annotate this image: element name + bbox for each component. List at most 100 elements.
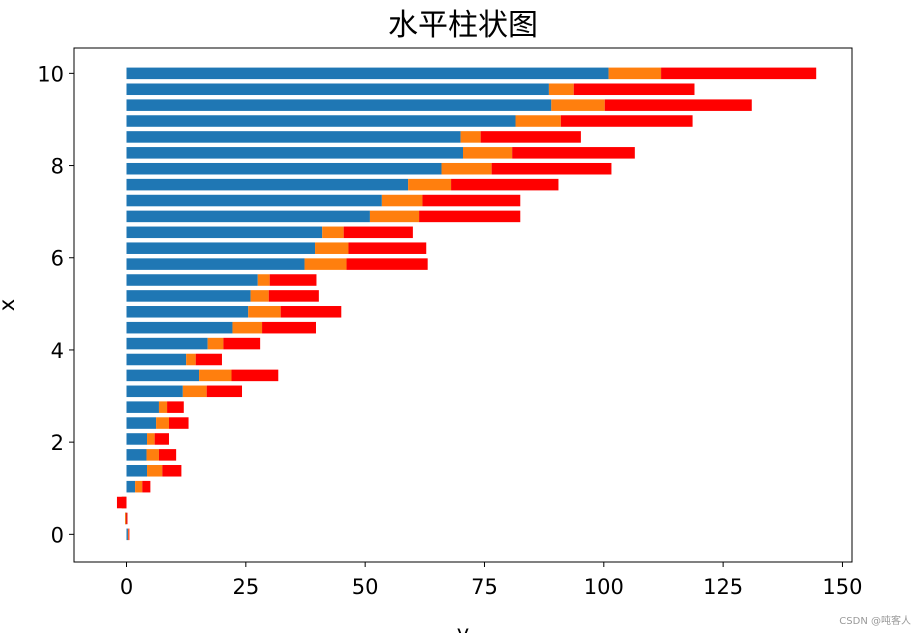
bar-segment-s0-6 — [126, 433, 148, 445]
bar-segment-s2-18 — [348, 242, 427, 254]
bar-segment-s1-25 — [460, 131, 481, 143]
bar-segment-s2-7 — [168, 417, 189, 429]
bar-segment-s1-23 — [441, 162, 492, 175]
bar-segment-s1-29 — [608, 67, 662, 80]
bar-segment-s2-19 — [343, 226, 413, 239]
bar-segment-s0-0 — [126, 528, 128, 541]
bar-segment-s0-22 — [126, 178, 409, 191]
x-tick-label: 150 — [822, 575, 862, 599]
bar-segment-s1-28 — [548, 83, 574, 96]
bar-segment-s2-15 — [268, 290, 319, 302]
bar-segment-s1-18 — [315, 242, 349, 254]
bar-segment-s1-1 — [125, 512, 127, 525]
bar-segment-s1-26 — [515, 115, 561, 127]
bar-segment-s0-13 — [126, 321, 233, 334]
bar-segment-s2-16 — [269, 274, 317, 286]
bar-segment-s0-24 — [126, 147, 464, 159]
bar-segment-s2-0 — [128, 528, 130, 541]
y-axis-label: x — [0, 299, 19, 311]
bar-segment-s2-26 — [560, 115, 693, 127]
bar-segment-s2-17 — [346, 258, 428, 270]
bar-segment-s1-6 — [147, 433, 155, 445]
bar-segment-s0-8 — [126, 401, 159, 413]
bar-segment-s0-10 — [126, 369, 200, 382]
bar-segment-s0-27 — [126, 99, 552, 111]
bar-segment-s2-5 — [158, 449, 177, 461]
bar-segment-s0-23 — [126, 162, 442, 175]
bar-segment-s2-8 — [167, 401, 184, 413]
bar-segment-s2-9 — [206, 385, 243, 398]
bar-segment-s0-5 — [126, 449, 147, 461]
bar-segment-s2-25 — [480, 131, 581, 143]
bar-segment-s1-21 — [381, 194, 423, 207]
bar-segment-s0-19 — [126, 226, 323, 239]
x-tick-label: 100 — [584, 575, 624, 599]
bar-segment-s2-2 — [116, 496, 127, 509]
y-tick-label: 6 — [51, 247, 64, 271]
bar-segment-s2-20 — [419, 210, 521, 223]
x-tick-label: 75 — [471, 575, 498, 599]
x-tick-label: 50 — [352, 575, 379, 599]
bar-segment-s0-25 — [126, 131, 461, 143]
bar-segment-s0-28 — [126, 83, 549, 96]
chart-title: 水平柱状图 — [388, 8, 538, 43]
x-axis: 0 25 50 75 100 125 150 — [120, 562, 863, 599]
bar-segment-s1-8 — [158, 401, 168, 413]
y-tick-label: 2 — [51, 431, 64, 455]
bar-segment-s1-24 — [463, 147, 513, 159]
bar-segment-s0-3 — [126, 480, 136, 493]
bar-segment-s2-27 — [604, 99, 752, 111]
bars-layer — [116, 67, 817, 541]
bar-segment-s2-14 — [280, 306, 342, 318]
bar-segment-s2-12 — [223, 337, 261, 350]
bar-segment-s2-23 — [491, 162, 612, 175]
bar-segment-s2-1 — [126, 512, 128, 525]
y-tick-label: 10 — [37, 62, 64, 86]
y-tick-label: 4 — [51, 339, 64, 363]
bar-segment-s1-17 — [304, 258, 347, 270]
bar-segment-s1-4 — [147, 465, 163, 477]
bar-segment-s2-28 — [573, 83, 695, 96]
bar-segment-s2-6 — [154, 433, 169, 445]
bar-segment-s1-19 — [322, 226, 344, 239]
bar-segment-s0-15 — [126, 290, 251, 302]
bar-segment-s0-26 — [126, 115, 516, 127]
x-tick-label: 0 — [120, 575, 133, 599]
bar-segment-s1-13 — [232, 321, 263, 334]
x-tick-label: 25 — [232, 575, 259, 599]
bar-segment-s1-9 — [182, 385, 207, 398]
bar-segment-s2-29 — [661, 67, 817, 80]
bar-segment-s1-12 — [207, 337, 224, 350]
bar-segment-s2-11 — [195, 353, 222, 366]
bar-segment-s0-4 — [126, 465, 148, 477]
bar-segment-s2-21 — [422, 194, 521, 207]
x-tick-label: 125 — [703, 575, 743, 599]
x-axis-label: y — [457, 621, 469, 633]
bar-segment-s2-4 — [162, 465, 182, 477]
y-axis: 0 2 4 6 8 10 — [37, 62, 74, 547]
bar-segment-s1-7 — [156, 417, 169, 429]
bar-segment-s1-3 — [135, 480, 143, 493]
bar-segment-s1-0 — [127, 528, 129, 541]
bar-segment-s1-14 — [248, 306, 281, 318]
bar-segment-s1-15 — [250, 290, 269, 302]
bar-segment-s0-17 — [126, 258, 305, 270]
bar-segment-s2-13 — [262, 321, 316, 334]
bar-segment-s2-3 — [142, 480, 151, 493]
bar-segment-s1-10 — [199, 369, 232, 382]
bar-segment-s1-27 — [551, 99, 605, 111]
bar-segment-s1-22 — [408, 178, 452, 191]
bar-segment-s0-18 — [126, 242, 316, 254]
watermark: CSDN @吨客人 — [839, 616, 911, 627]
bar-segment-s0-12 — [126, 337, 208, 350]
bar-segment-s2-10 — [231, 369, 279, 382]
bar-segment-s0-7 — [126, 417, 157, 429]
bar-segment-s0-14 — [126, 306, 249, 318]
bar-segment-s0-29 — [126, 67, 609, 80]
bar-segment-s0-9 — [126, 385, 183, 398]
bar-segment-s2-22 — [451, 178, 559, 191]
bar-segment-s1-20 — [369, 210, 420, 223]
y-tick-label: 0 — [51, 523, 64, 547]
bar-segment-s1-16 — [257, 274, 270, 286]
